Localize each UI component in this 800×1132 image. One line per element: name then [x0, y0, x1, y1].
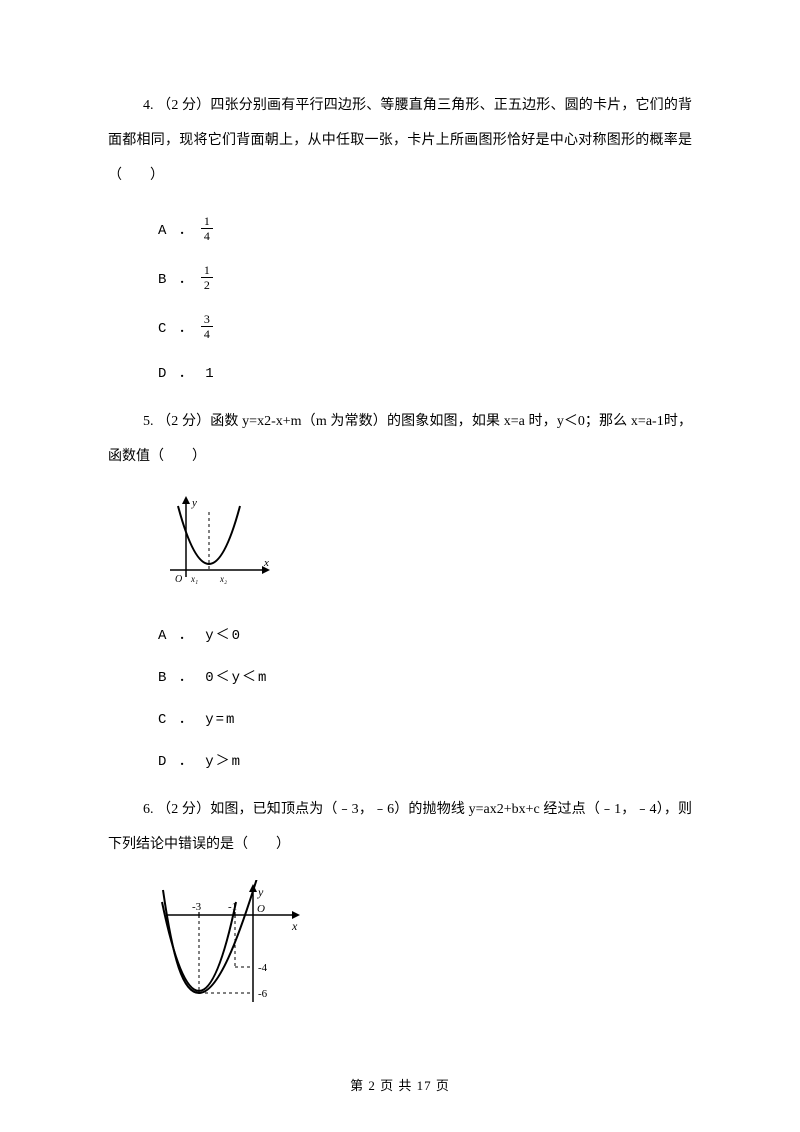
q5-option-c: C ． y=m	[158, 708, 692, 728]
q5-option-b: B ． 0＜y＜m	[158, 666, 692, 686]
q6-tick-neg3: -3	[192, 901, 202, 913]
q4-a-den: 4	[201, 229, 213, 242]
q5-x2-label: x₂	[219, 574, 227, 584]
q5-x1-label: x₁	[190, 574, 198, 584]
q4-b-num: 1	[201, 264, 213, 278]
q6-val-neg6: -6	[258, 988, 268, 1000]
q4-option-b: B ． 1 2	[158, 264, 692, 291]
q4-a-label: A ．	[158, 219, 195, 239]
q4-c-den: 4	[201, 327, 213, 340]
q4-a-fraction: 1 4	[201, 215, 213, 242]
q6-y-label: y	[257, 885, 264, 899]
q6-o-label: O	[257, 903, 265, 915]
q6-text: 6. （2 分）如图，已知顶点为（﹣3，﹣6）的抛物线 y=ax2+bx+c 经…	[108, 792, 692, 862]
q4-option-c: C ． 3 4	[158, 313, 692, 340]
q4-text: 4. （2 分）四张分别画有平行四边形、等腰直角三角形、正五边形、圆的卡片，它们…	[108, 88, 692, 193]
q5-a-label: A ． y＜0	[158, 624, 242, 644]
q4-c-label: C ．	[158, 317, 195, 337]
q5-o-label: O	[175, 574, 182, 585]
q4-c-fraction: 3 4	[201, 313, 213, 340]
q4-d-label: D ． 1	[158, 362, 216, 382]
q4-b-label: B ．	[158, 268, 195, 288]
q4-b-den: 2	[201, 278, 213, 291]
q6-val-neg4: -4	[258, 962, 268, 974]
q5-x-label: x	[263, 557, 269, 569]
page-footer: 第 2 页 共 17 页	[0, 1075, 800, 1094]
q6-graph: y x O -3 -1 -4 -6	[158, 880, 692, 1015]
q4-option-a: A ． 1 4	[158, 215, 692, 242]
q5-y-label: y	[191, 497, 197, 509]
q6-tick-neg1: -1	[228, 901, 237, 913]
q5-text: 5. （2 分）函数 y=x2-x+m（m 为常数）的图象如图，如果 x=a 时…	[108, 404, 692, 474]
q4-option-d: D ． 1	[158, 362, 692, 382]
q5-d-label: D ． y＞m	[158, 750, 242, 770]
q5-option-a: A ． y＜0	[158, 624, 692, 644]
q6-x-label: x	[291, 919, 298, 933]
q5-b-label: B ． 0＜y＜m	[158, 666, 268, 686]
q5-option-d: D ． y＞m	[158, 750, 692, 770]
q4-a-num: 1	[201, 215, 213, 229]
q4-b-fraction: 1 2	[201, 264, 213, 291]
q5-c-label: C ． y=m	[158, 708, 236, 728]
q4-c-num: 3	[201, 313, 213, 327]
q5-graph: y x O x₁ x₂	[158, 492, 692, 602]
